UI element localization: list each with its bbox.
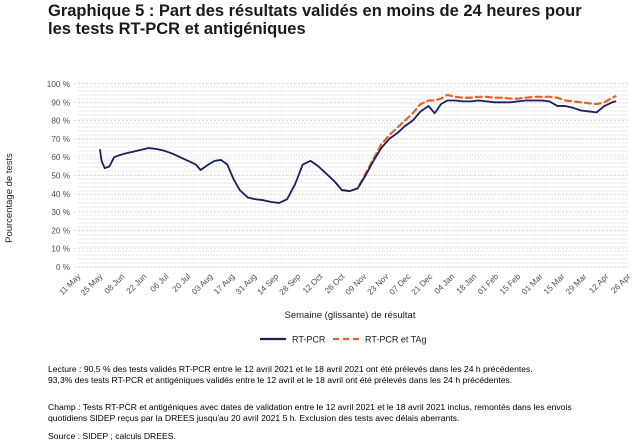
legend: RT-PCR RT-PCR et TAg (260, 335, 427, 345)
x-tick-label: 01 Feb (476, 272, 501, 297)
chart-title-line-2: les tests RT-PCR et antigéniques (48, 20, 306, 38)
x-tick-label: 08 Jun (103, 272, 127, 296)
x-tick-label: 29 Mar (564, 272, 589, 297)
x-tick-label: 26 Oct (323, 272, 347, 296)
x-tick-label: 03 Aug (190, 272, 215, 297)
series-line-rtpcr (99, 99, 617, 204)
reading-note: Lecture : 90,5 % des tests validés RT-PC… (48, 364, 633, 385)
y-tick-label: 0 % (56, 263, 70, 272)
x-tick-label: 31 Aug (234, 272, 259, 297)
y-tick-label: 40 % (51, 190, 70, 199)
scope-note: Champ : Tests RT-PCR et antigéniques ave… (48, 402, 633, 423)
x-tick-label: 14 Sep (256, 272, 281, 297)
x-tick-label: 26 Apr (609, 272, 632, 295)
x-tick-label: 12 Oct (301, 272, 325, 296)
legend-label-rtpcr: RT-PCR (292, 335, 326, 345)
chart-title-line-1: Graphique 5 : Part des résultats validés… (48, 2, 582, 20)
y-axis-label: Pourcentage de tests (4, 153, 15, 243)
line-chart: 0 % 10 % 20 % 30 % 40 % 50 % 60 % 70 % 80 % 90 % 1… (4, 80, 633, 345)
x-tick-label: 23 Nov (366, 271, 391, 296)
x-tick-label: 12 Apr (587, 272, 610, 295)
y-tick-label: 80 % (51, 117, 70, 126)
reading-note-line-1: Lecture : 90,5 % des tests validés RT-PC… (48, 364, 533, 374)
source-note: Source : SIDEP ; calculs DREES. (48, 431, 633, 442)
series-line-rtpcr-tag (340, 93, 617, 193)
chart-title: Graphique 5 : Part des résultats validés… (48, 2, 628, 38)
scope-note-line-1: Champ : Tests RT-PCR et antigéniques ave… (48, 402, 572, 412)
y-tick-label: 50 % (51, 172, 70, 181)
y-tick-label: 90 % (51, 98, 70, 107)
source-note-line: Source : SIDEP ; calculs DREES. (48, 431, 176, 441)
x-tick-label: 09 Nov (344, 271, 369, 296)
legend-label-tag: RT-PCR et TAg (365, 335, 427, 345)
x-tick-label: 18 Jan (455, 272, 479, 296)
x-tick-label: 21 Dec (410, 272, 435, 297)
y-tick-label: 100 % (47, 80, 70, 89)
y-tick-label: 60 % (51, 153, 70, 162)
y-tick-label: 20 % (51, 226, 70, 235)
x-tick-label: 28 Sep (278, 272, 303, 297)
y-tick-label: 10 % (51, 245, 70, 254)
grid (74, 82, 629, 269)
x-tick-label: 06 Jul (149, 272, 171, 294)
series (99, 93, 617, 204)
x-tick-label: 04 Jan (433, 272, 457, 296)
y-tick-label: 70 % (51, 135, 70, 144)
x-tick-label: 15 Feb (498, 272, 523, 297)
x-tick-label: 22 Jun (125, 272, 149, 296)
y-tick-label: 30 % (51, 208, 70, 217)
x-tick-label: 15 Mar (542, 272, 567, 297)
x-tick-label: 11 May (57, 271, 83, 297)
vertical-grid-lines (77, 82, 629, 269)
x-tick-label: 01 Mar (520, 272, 545, 297)
x-axis-label: Semaine (glissante) de résultat (285, 310, 416, 321)
x-tick-label: 17 Aug (212, 272, 237, 297)
scope-note-line-2: quotidiens SIDEP reçus par la DREES jusq… (48, 412, 460, 423)
x-tick-label: 07 Dec (388, 272, 413, 297)
reading-note-line-2: 93,3% des tests RT-PCR et antigéniques v… (48, 374, 513, 385)
x-tick-label: 25 May (79, 271, 105, 297)
